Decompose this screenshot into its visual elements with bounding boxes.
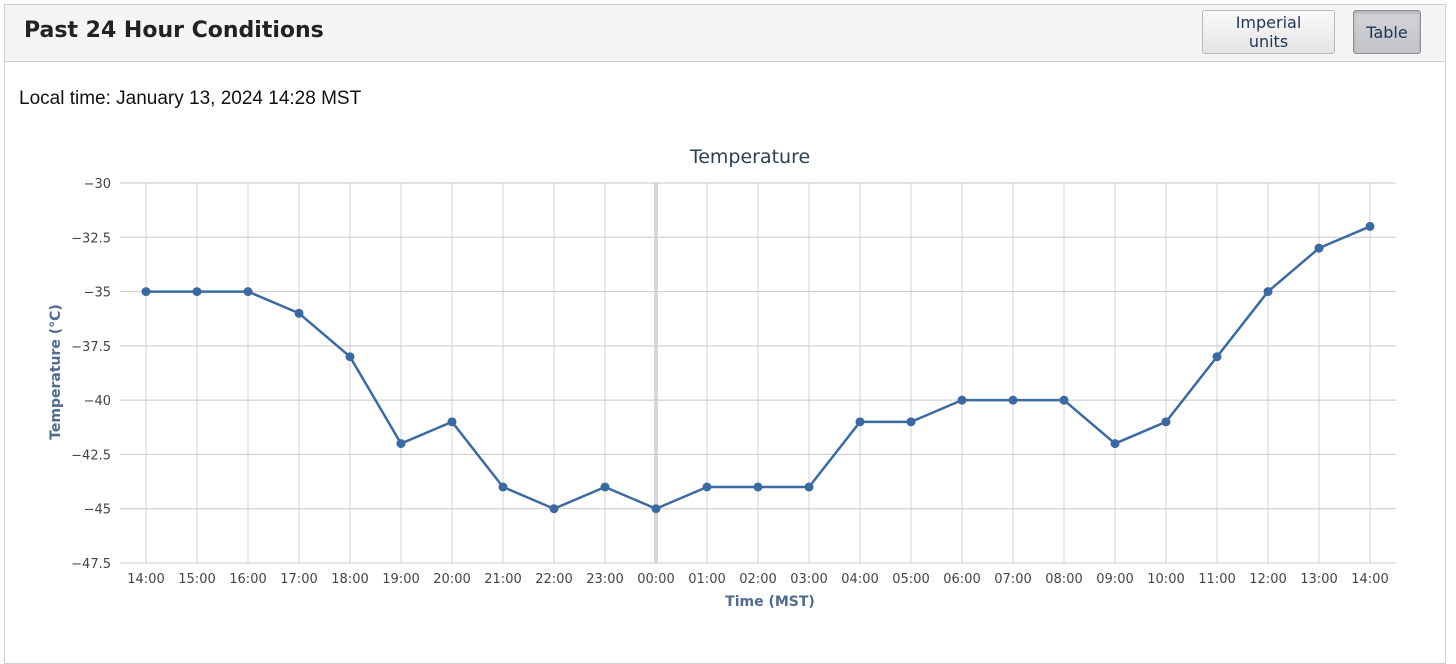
x-tick-label: 11:00 xyxy=(1198,572,1235,587)
data-point[interactable] xyxy=(447,417,457,427)
data-point[interactable] xyxy=(855,417,865,427)
data-point[interactable] xyxy=(345,352,355,362)
y-tick-label: −40 xyxy=(84,394,111,409)
panel-header: Past 24 Hour Conditions Imperial units T… xyxy=(5,5,1445,62)
x-tick-label: 16:00 xyxy=(229,572,266,587)
table-button[interactable]: Table xyxy=(1353,10,1421,54)
data-point[interactable] xyxy=(957,395,967,405)
y-tick-label: −45 xyxy=(84,503,111,518)
x-tick-label: 23:00 xyxy=(586,572,623,587)
x-tick-label: 02:00 xyxy=(739,572,776,587)
data-point[interactable] xyxy=(141,287,151,297)
data-point[interactable] xyxy=(1059,395,1069,405)
x-tick-label: 14:00 xyxy=(127,572,164,587)
x-tick-label: 15:00 xyxy=(178,572,215,587)
y-tick-label: −47.5 xyxy=(71,557,111,572)
data-point[interactable] xyxy=(753,482,763,492)
x-axis-ticks: 14:00 15:00 16:00 17:00 18:00 19:00 20:00 21:00… xyxy=(127,572,1388,587)
y-tick-label: −30 xyxy=(84,177,111,192)
data-point[interactable] xyxy=(549,504,559,514)
conditions-panel: Past 24 Hour Conditions Imperial units T… xyxy=(4,4,1446,664)
data-point[interactable] xyxy=(1161,417,1171,427)
data-point[interactable] xyxy=(600,482,610,492)
x-tick-label: 19:00 xyxy=(382,572,419,587)
x-tick-label: 14:00 xyxy=(1351,572,1388,587)
y-tick-label: −42.5 xyxy=(71,448,111,463)
y-tick-label: −35 xyxy=(84,286,111,301)
y-tick-label: −32.5 xyxy=(71,231,111,246)
x-tick-label: 03:00 xyxy=(790,572,827,587)
x-tick-label: 08:00 xyxy=(1045,572,1082,587)
data-point[interactable] xyxy=(651,504,661,514)
x-tick-label: 18:00 xyxy=(331,572,368,587)
x-axis-title: Time (MST) xyxy=(725,594,815,610)
data-point[interactable] xyxy=(243,287,253,297)
x-tick-label: 13:00 xyxy=(1300,572,1337,587)
x-tick-label: 12:00 xyxy=(1249,572,1286,587)
data-point[interactable] xyxy=(702,482,712,492)
data-point[interactable] xyxy=(906,417,916,427)
data-point[interactable] xyxy=(294,308,304,318)
temperature-series xyxy=(141,221,1375,514)
x-tick-label: 21:00 xyxy=(484,572,521,587)
data-point[interactable] xyxy=(1314,243,1324,253)
data-point[interactable] xyxy=(1110,439,1120,449)
x-tick-label: 20:00 xyxy=(433,572,470,587)
x-tick-label: 17:00 xyxy=(280,572,317,587)
data-point[interactable] xyxy=(192,287,202,297)
data-point[interactable] xyxy=(1365,221,1375,231)
x-tick-label: 00:00 xyxy=(637,572,674,587)
x-tick-label: 06:00 xyxy=(943,572,980,587)
data-point[interactable] xyxy=(1008,395,1018,405)
x-tick-label: 09:00 xyxy=(1096,572,1133,587)
x-tick-label: 22:00 xyxy=(535,572,572,587)
x-tick-label: 04:00 xyxy=(841,572,878,587)
x-tick-label: 01:00 xyxy=(688,572,725,587)
y-axis-title: Temperature (°C) xyxy=(48,304,64,440)
imperial-units-button[interactable]: Imperial units xyxy=(1202,10,1335,54)
x-tick-label: 07:00 xyxy=(994,572,1031,587)
y-axis-ticks: −30 −32.5 −35 −37.5 −40 −42.5 −45 −47.5 xyxy=(71,177,111,572)
local-time: Local time: January 13, 2024 14:28 MST xyxy=(19,88,362,109)
x-tick-label: 10:00 xyxy=(1147,572,1184,587)
data-point[interactable] xyxy=(1263,287,1273,297)
data-point[interactable] xyxy=(1212,352,1222,362)
data-point[interactable] xyxy=(498,482,508,492)
x-tick-label: 05:00 xyxy=(892,572,929,587)
chart-grid xyxy=(120,182,1396,564)
chart-title: Temperature xyxy=(689,146,810,168)
data-point[interactable] xyxy=(396,439,406,449)
data-point[interactable] xyxy=(804,482,814,492)
y-tick-label: −37.5 xyxy=(71,340,111,355)
panel-title: Past 24 Hour Conditions xyxy=(24,18,324,43)
